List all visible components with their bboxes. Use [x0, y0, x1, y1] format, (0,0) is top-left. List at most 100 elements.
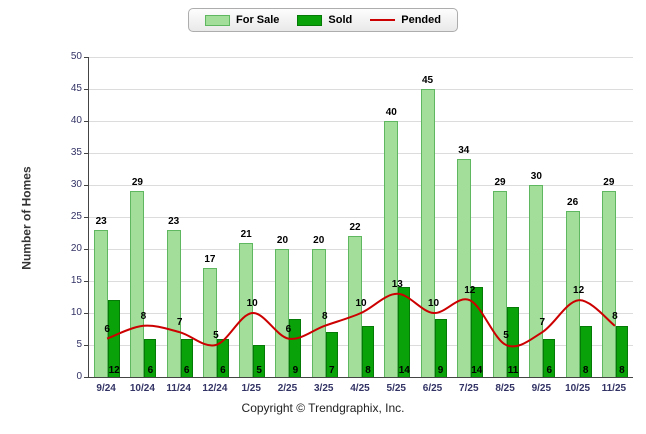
bar-for-sale: [601, 191, 616, 377]
y-axis-tick-mark: [84, 57, 88, 58]
value-label-sold: 11: [507, 365, 519, 376]
value-label-sold: 12: [108, 365, 120, 376]
value-label-for-sale: 20: [313, 235, 325, 246]
for-sale-swatch-icon: [205, 14, 231, 26]
value-label-sold: 9: [437, 365, 444, 376]
value-label-pended: 8: [140, 310, 147, 322]
value-label-for-sale: 26: [567, 196, 579, 208]
plot-area: 23 12 29 6 23 6 17 6 21 5 20 9 20 7 22 8 40 14 45 9 34 14 29 11…: [88, 57, 633, 378]
y-axis-tick-mark: [84, 217, 88, 218]
gridline: [89, 121, 633, 122]
bar-for-sale: [166, 229, 181, 377]
x-axis-tick-label: 2/25: [277, 383, 298, 394]
value-label-pended: 13: [391, 278, 403, 290]
value-label-sold: 6: [546, 365, 553, 376]
value-label-sold: 9: [292, 365, 299, 376]
gridline: [89, 185, 633, 186]
bar-for-sale: [130, 191, 145, 377]
legend-item-sold: Sold: [297, 14, 352, 26]
y-axis-tick-mark: [84, 281, 88, 282]
value-label-sold: 6: [220, 365, 226, 376]
copyright-text: Copyright © Trendgraphix, Inc.: [241, 401, 405, 415]
y-axis-title: Number of Homes: [19, 166, 34, 270]
bar-for-sale: [384, 121, 399, 377]
y-axis-tick-mark: [84, 89, 88, 90]
value-label-pended: 7: [539, 317, 546, 329]
legend-item-pended: Pended: [370, 14, 441, 26]
value-label-for-sale: 23: [95, 215, 107, 227]
bar-for-sale: [529, 185, 544, 377]
x-axis-tick-label: 11/24: [166, 383, 191, 394]
bar-sold: [615, 325, 628, 377]
legend-label: For Sale: [236, 14, 280, 26]
value-label-pended: 6: [285, 323, 292, 335]
x-axis-tick-label: 11/25: [601, 383, 627, 394]
y-axis-tick-label: 15: [70, 275, 82, 286]
value-label-pended: 7: [176, 317, 183, 329]
x-axis-tick-label: 1/25: [241, 383, 261, 394]
bar-sold: [470, 287, 483, 377]
y-axis-tick-mark: [84, 345, 88, 346]
value-label-pended: 12: [464, 285, 476, 297]
bar-for-sale: [456, 159, 471, 377]
gridline: [89, 217, 633, 218]
value-label-sold: 8: [365, 365, 371, 376]
legend-label: Pended: [401, 14, 441, 26]
value-label-sold: 8: [582, 365, 589, 376]
x-axis-tick-label: 9/24: [96, 383, 116, 394]
bar-for-sale: [493, 191, 508, 377]
value-label-pended: 5: [213, 330, 219, 341]
bar-for-sale: [275, 249, 290, 377]
value-label-for-sale: 34: [458, 145, 470, 157]
x-axis-tick-label: 8/25: [495, 383, 515, 394]
value-label-pended: 10: [355, 298, 367, 309]
value-label-for-sale: 17: [204, 254, 216, 266]
bar-for-sale: [202, 268, 217, 377]
x-axis-tick-label: 6/25: [422, 383, 443, 394]
pended-swatch-icon: [370, 19, 396, 21]
y-axis-tick-label: 10: [70, 307, 82, 318]
x-axis-tick-label: 7/25: [459, 383, 479, 394]
value-label-pended: 8: [321, 310, 328, 322]
x-axis-tick-label: 10/25: [565, 383, 591, 394]
y-axis-tick-mark: [84, 185, 88, 186]
value-label-pended: 5: [503, 330, 509, 341]
value-label-for-sale: 29: [131, 177, 143, 189]
y-axis-tick-label: 5: [76, 339, 82, 350]
y-axis-tick-mark: [84, 121, 88, 122]
x-axis-tick-label: 4/25: [350, 383, 370, 394]
y-axis-tick-mark: [84, 249, 88, 250]
y-axis-tick-label: 30: [70, 179, 82, 190]
value-label-for-sale: 45: [421, 75, 434, 86]
x-axis-tick-label: 9/25: [531, 383, 552, 394]
value-label-for-sale: 21: [240, 228, 252, 240]
value-label-pended: 10: [246, 298, 258, 309]
gridline: [89, 153, 633, 154]
bar-for-sale: [94, 229, 109, 377]
gridline: [89, 57, 633, 58]
value-label-for-sale: 30: [530, 171, 542, 182]
x-axis-tick-label: 5/25: [386, 383, 406, 394]
value-label-sold: 6: [147, 365, 154, 376]
sold-swatch-icon: [297, 14, 323, 26]
legend-item-for-sale: For Sale: [205, 14, 279, 26]
y-axis-tick-label: 25: [70, 211, 82, 222]
value-label-pended: 12: [573, 285, 585, 297]
value-label-sold: 6: [183, 365, 190, 376]
gridline: [89, 89, 633, 90]
legend-label: Sold: [328, 14, 353, 26]
y-axis-tick-label: 40: [70, 115, 82, 126]
y-axis-tick-mark: [84, 377, 88, 378]
value-label-sold: 7: [328, 365, 335, 376]
y-axis-tick-mark: [84, 153, 88, 154]
value-label-sold: 14: [398, 365, 410, 376]
y-axis-tick-mark: [84, 313, 88, 314]
legend: For Sale Sold Pended: [188, 8, 458, 32]
value-label-for-sale: 20: [276, 235, 289, 246]
bar-sold: [398, 287, 411, 377]
value-label-for-sale: 22: [349, 222, 361, 234]
x-axis-tick-label: 10/24: [129, 383, 155, 394]
y-axis-tick-label: 50: [70, 51, 82, 62]
value-label-sold: 5: [256, 365, 262, 376]
